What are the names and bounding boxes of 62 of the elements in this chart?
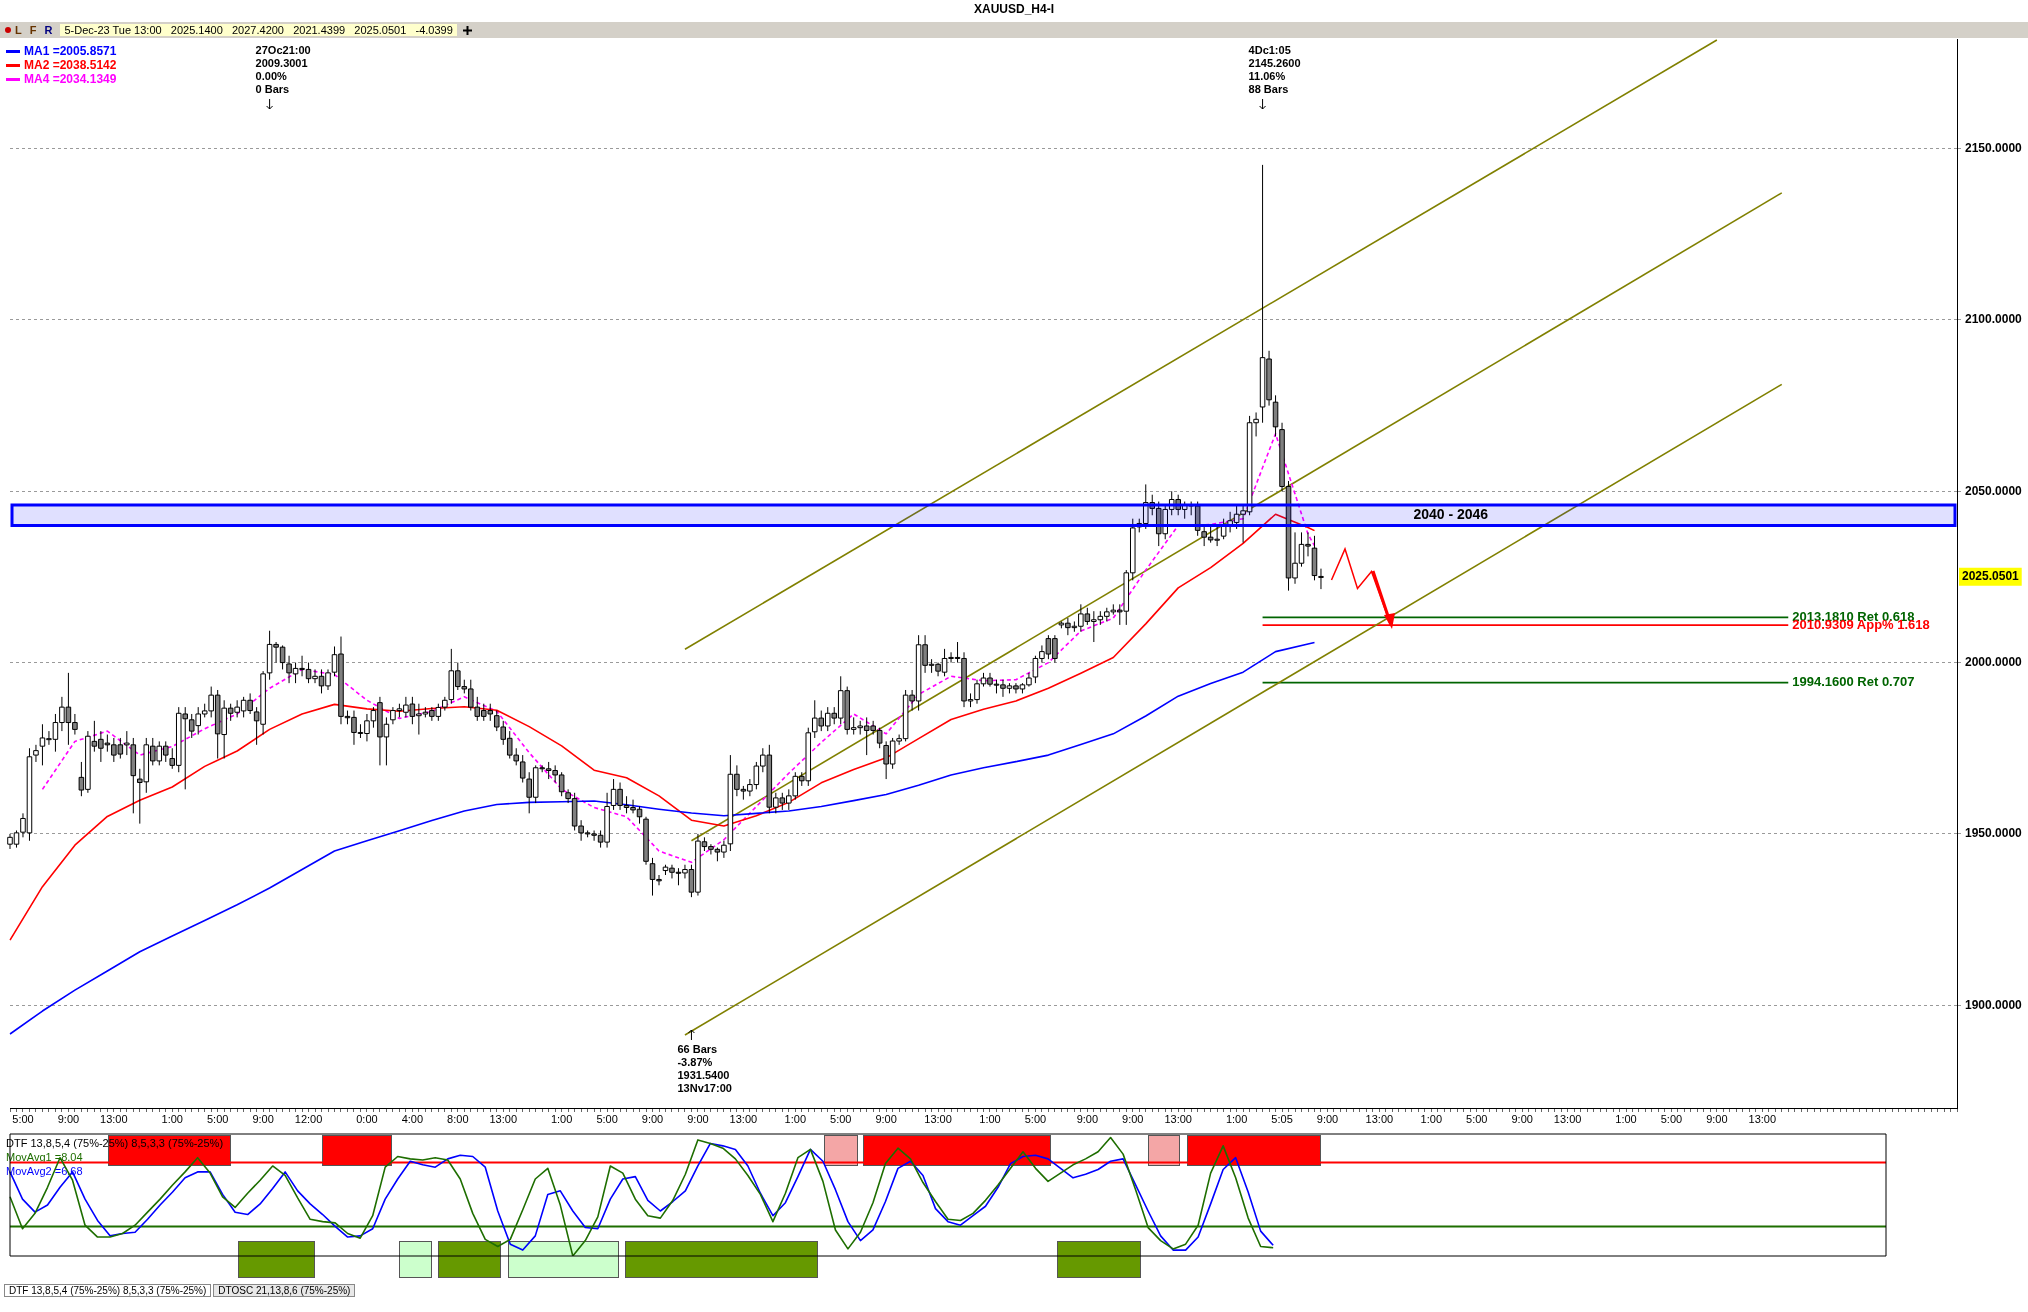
x-tick-label: 5:00 (1466, 1112, 1488, 1125)
x-tick-label: 13:00 (729, 1112, 758, 1125)
text: R (44, 24, 53, 36)
x-tick-label: 12:00 (294, 1112, 323, 1125)
annotation: 4Dc1:05 2145.2600 11.06% 88 Bars (1248, 43, 1301, 95)
x-tick-label: 1:00 (550, 1112, 573, 1125)
x-tick-label: 9:00 (57, 1112, 80, 1125)
x-tick-label: 0:00 (356, 1112, 378, 1125)
band-label: 2040 - 2046 (1413, 506, 1489, 523)
y-tick-label: 2150.0000 (1965, 140, 2023, 155)
x-tick-label: 9:00 (252, 1112, 274, 1125)
x-tick-label: 9:00 (1706, 1112, 1728, 1125)
x-tick-label: 13:00 (100, 1112, 128, 1125)
y-tick-label: 1950.0000 (1965, 826, 2023, 841)
x-tick-label: 1:00 (784, 1112, 806, 1125)
x-tick-label: 13:00 (1365, 1112, 1394, 1125)
series-label: 1994.1600 Ret 0.707 (1792, 674, 1915, 690)
x-tick-label: 5:00 (12, 1112, 34, 1125)
text: L (15, 24, 22, 36)
x-tick-label: 5:00 (206, 1112, 229, 1125)
text: F (29, 24, 37, 36)
legend-label: MA1 =2005.8571 (24, 44, 117, 58)
annotation: 27Oc21:00 2009.3001 0.00% 0 Bars (255, 43, 311, 95)
y-tick-label: 2050.0000 (1965, 483, 2023, 498)
x-tick-label: 5:00 (596, 1112, 618, 1125)
y-tick-label: 2000.0000 (1965, 654, 2023, 669)
x-tick-label: 9:00 (1076, 1112, 1099, 1125)
x-tick-label: 9:00 (1511, 1112, 1533, 1125)
text: DTF 13,8,5,4 (75%-25%) 8,5,3,3 (75%-25%) (4, 1284, 212, 1297)
x-tick-label: 1:00 (1420, 1112, 1443, 1125)
x-tick-label: 1:00 (1615, 1112, 1637, 1125)
x-tick-label: 5:05 (1271, 1112, 1293, 1125)
x-tick-label: 5:00 (1024, 1112, 1047, 1125)
x-tick-label: 1:00 (979, 1112, 1001, 1125)
x-tick-label: 9:00 (641, 1112, 664, 1125)
x-tick-label: 1:00 (161, 1112, 183, 1125)
chart-subtitle: 5-Dec-23 Tue 13:00 2025.1400 2027.4200 2021.4399 2025.0501 -4.0399 (60, 24, 457, 36)
x-tick-label: 13:00 (924, 1112, 952, 1125)
chart-title: XAUUSD_H4-I (973, 2, 1055, 16)
text: 2025.0501 (1962, 569, 2020, 584)
x-tick-label: 13:00 (489, 1112, 518, 1125)
text: DTOSC 21,13,8,6 (75%-25%) (213, 1284, 356, 1297)
line-series (41, 432, 1316, 864)
x-tick-label: 13:00 (1748, 1112, 1777, 1125)
legend-label: MA4 =2034.1349 (24, 72, 117, 86)
y-tick-label: 2100.0000 (1965, 312, 2023, 327)
legend-label: MA2 =2038.5142 (24, 58, 117, 72)
x-tick-label: 13:00 (1164, 1112, 1192, 1125)
y-tick-label: 1900.0000 (1965, 997, 2023, 1012)
x-tick-label: 9:00 (875, 1112, 897, 1125)
series-label: MovAvg1 =8.04 (6, 1150, 83, 1164)
x-tick-label: 9:00 (1316, 1112, 1339, 1125)
x-tick-label: 1:00 (1225, 1112, 1248, 1125)
x-tick-label: 4:00 (401, 1112, 424, 1125)
x-tick-label: 5:00 (830, 1112, 852, 1125)
x-tick-label: 9:00 (1122, 1112, 1144, 1125)
x-tick-label: 5:00 (1660, 1112, 1683, 1125)
x-tick-label: 9:00 (687, 1112, 709, 1125)
x-tick-label: 13:00 (1553, 1112, 1582, 1125)
annotation: 66 Bars -3.87% 1931.5400 13Nv17:00 (677, 1042, 732, 1094)
x-tick-label: 8:00 (447, 1112, 469, 1125)
candlestick (33, 744, 39, 763)
